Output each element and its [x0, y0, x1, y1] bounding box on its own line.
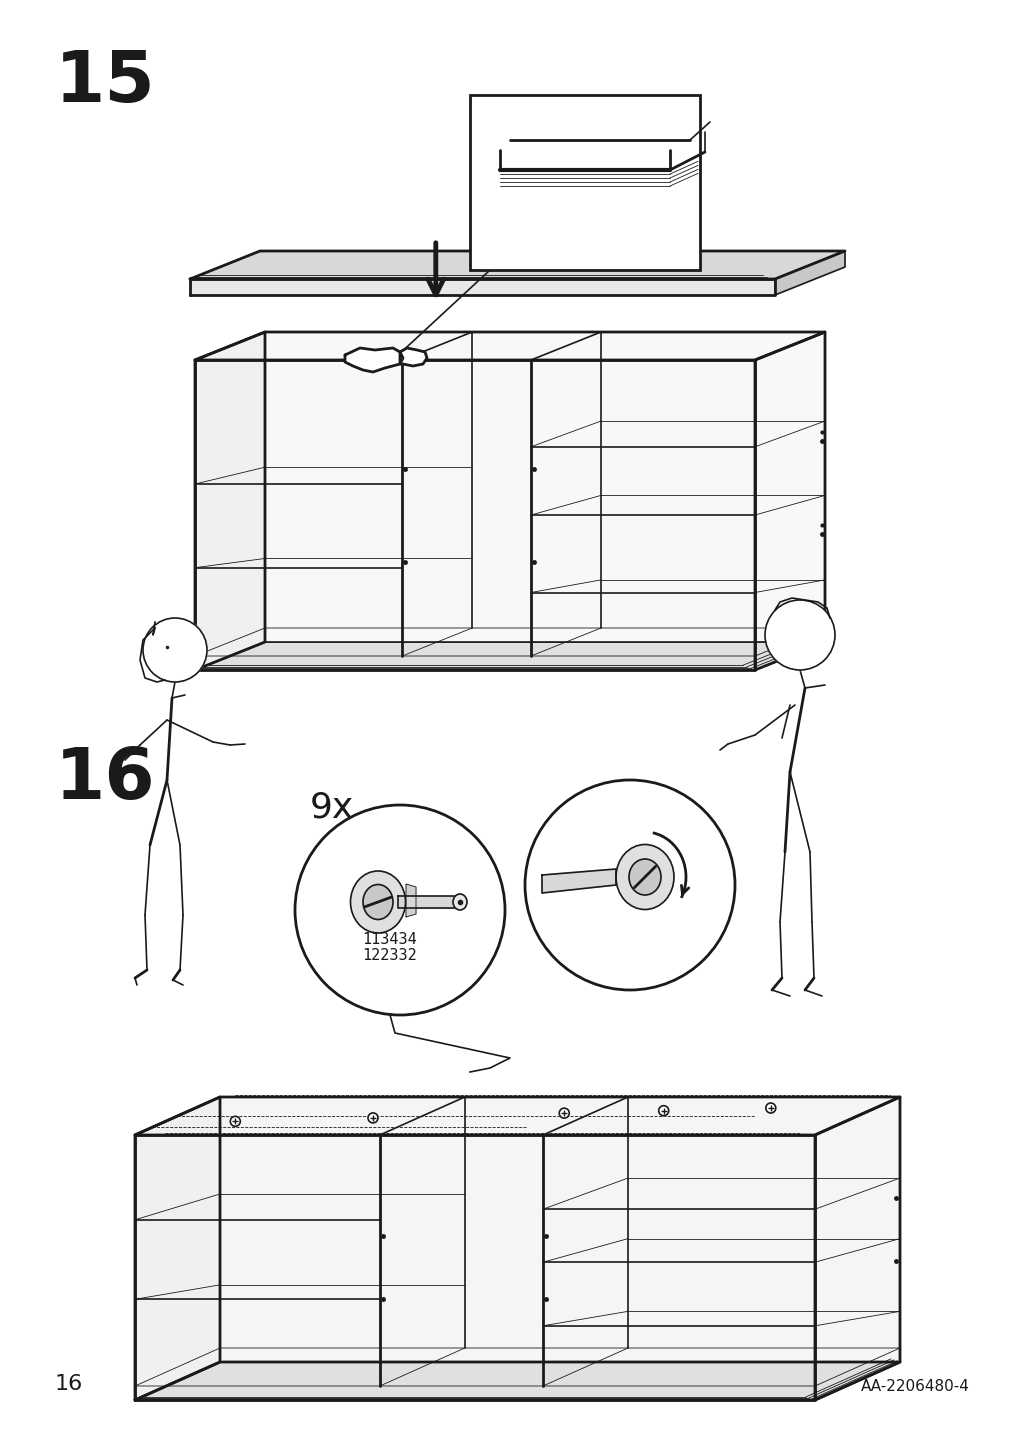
Ellipse shape — [453, 894, 466, 909]
Polygon shape — [134, 1097, 219, 1400]
Polygon shape — [195, 332, 265, 670]
Polygon shape — [190, 279, 774, 295]
Circle shape — [295, 805, 504, 1015]
Circle shape — [764, 600, 834, 670]
Polygon shape — [345, 348, 402, 372]
Ellipse shape — [363, 885, 392, 919]
Ellipse shape — [616, 845, 673, 909]
Text: 113434: 113434 — [362, 932, 417, 947]
Circle shape — [658, 1106, 668, 1116]
Text: 16: 16 — [55, 745, 156, 813]
Polygon shape — [399, 348, 427, 367]
Circle shape — [559, 1108, 568, 1118]
Polygon shape — [542, 869, 616, 894]
Circle shape — [525, 780, 734, 990]
Polygon shape — [397, 896, 455, 908]
Ellipse shape — [350, 871, 405, 934]
Polygon shape — [134, 1097, 899, 1136]
Polygon shape — [405, 884, 416, 916]
Text: AA-2206480-4: AA-2206480-4 — [860, 1379, 969, 1393]
Polygon shape — [814, 1097, 899, 1400]
Polygon shape — [219, 1097, 899, 1362]
Ellipse shape — [629, 859, 660, 895]
Polygon shape — [195, 332, 824, 359]
Text: 16: 16 — [55, 1373, 83, 1393]
Circle shape — [143, 619, 207, 682]
Circle shape — [368, 1113, 378, 1123]
Circle shape — [231, 1117, 240, 1127]
Polygon shape — [134, 1362, 899, 1400]
Bar — [469, 95, 700, 271]
Text: 15: 15 — [55, 49, 156, 117]
Polygon shape — [774, 251, 844, 295]
Text: 122332: 122332 — [362, 948, 417, 962]
Polygon shape — [190, 251, 844, 279]
Text: 9x: 9x — [309, 790, 354, 823]
Circle shape — [765, 1103, 775, 1113]
Polygon shape — [754, 332, 824, 670]
Polygon shape — [195, 642, 824, 670]
Polygon shape — [265, 332, 824, 642]
